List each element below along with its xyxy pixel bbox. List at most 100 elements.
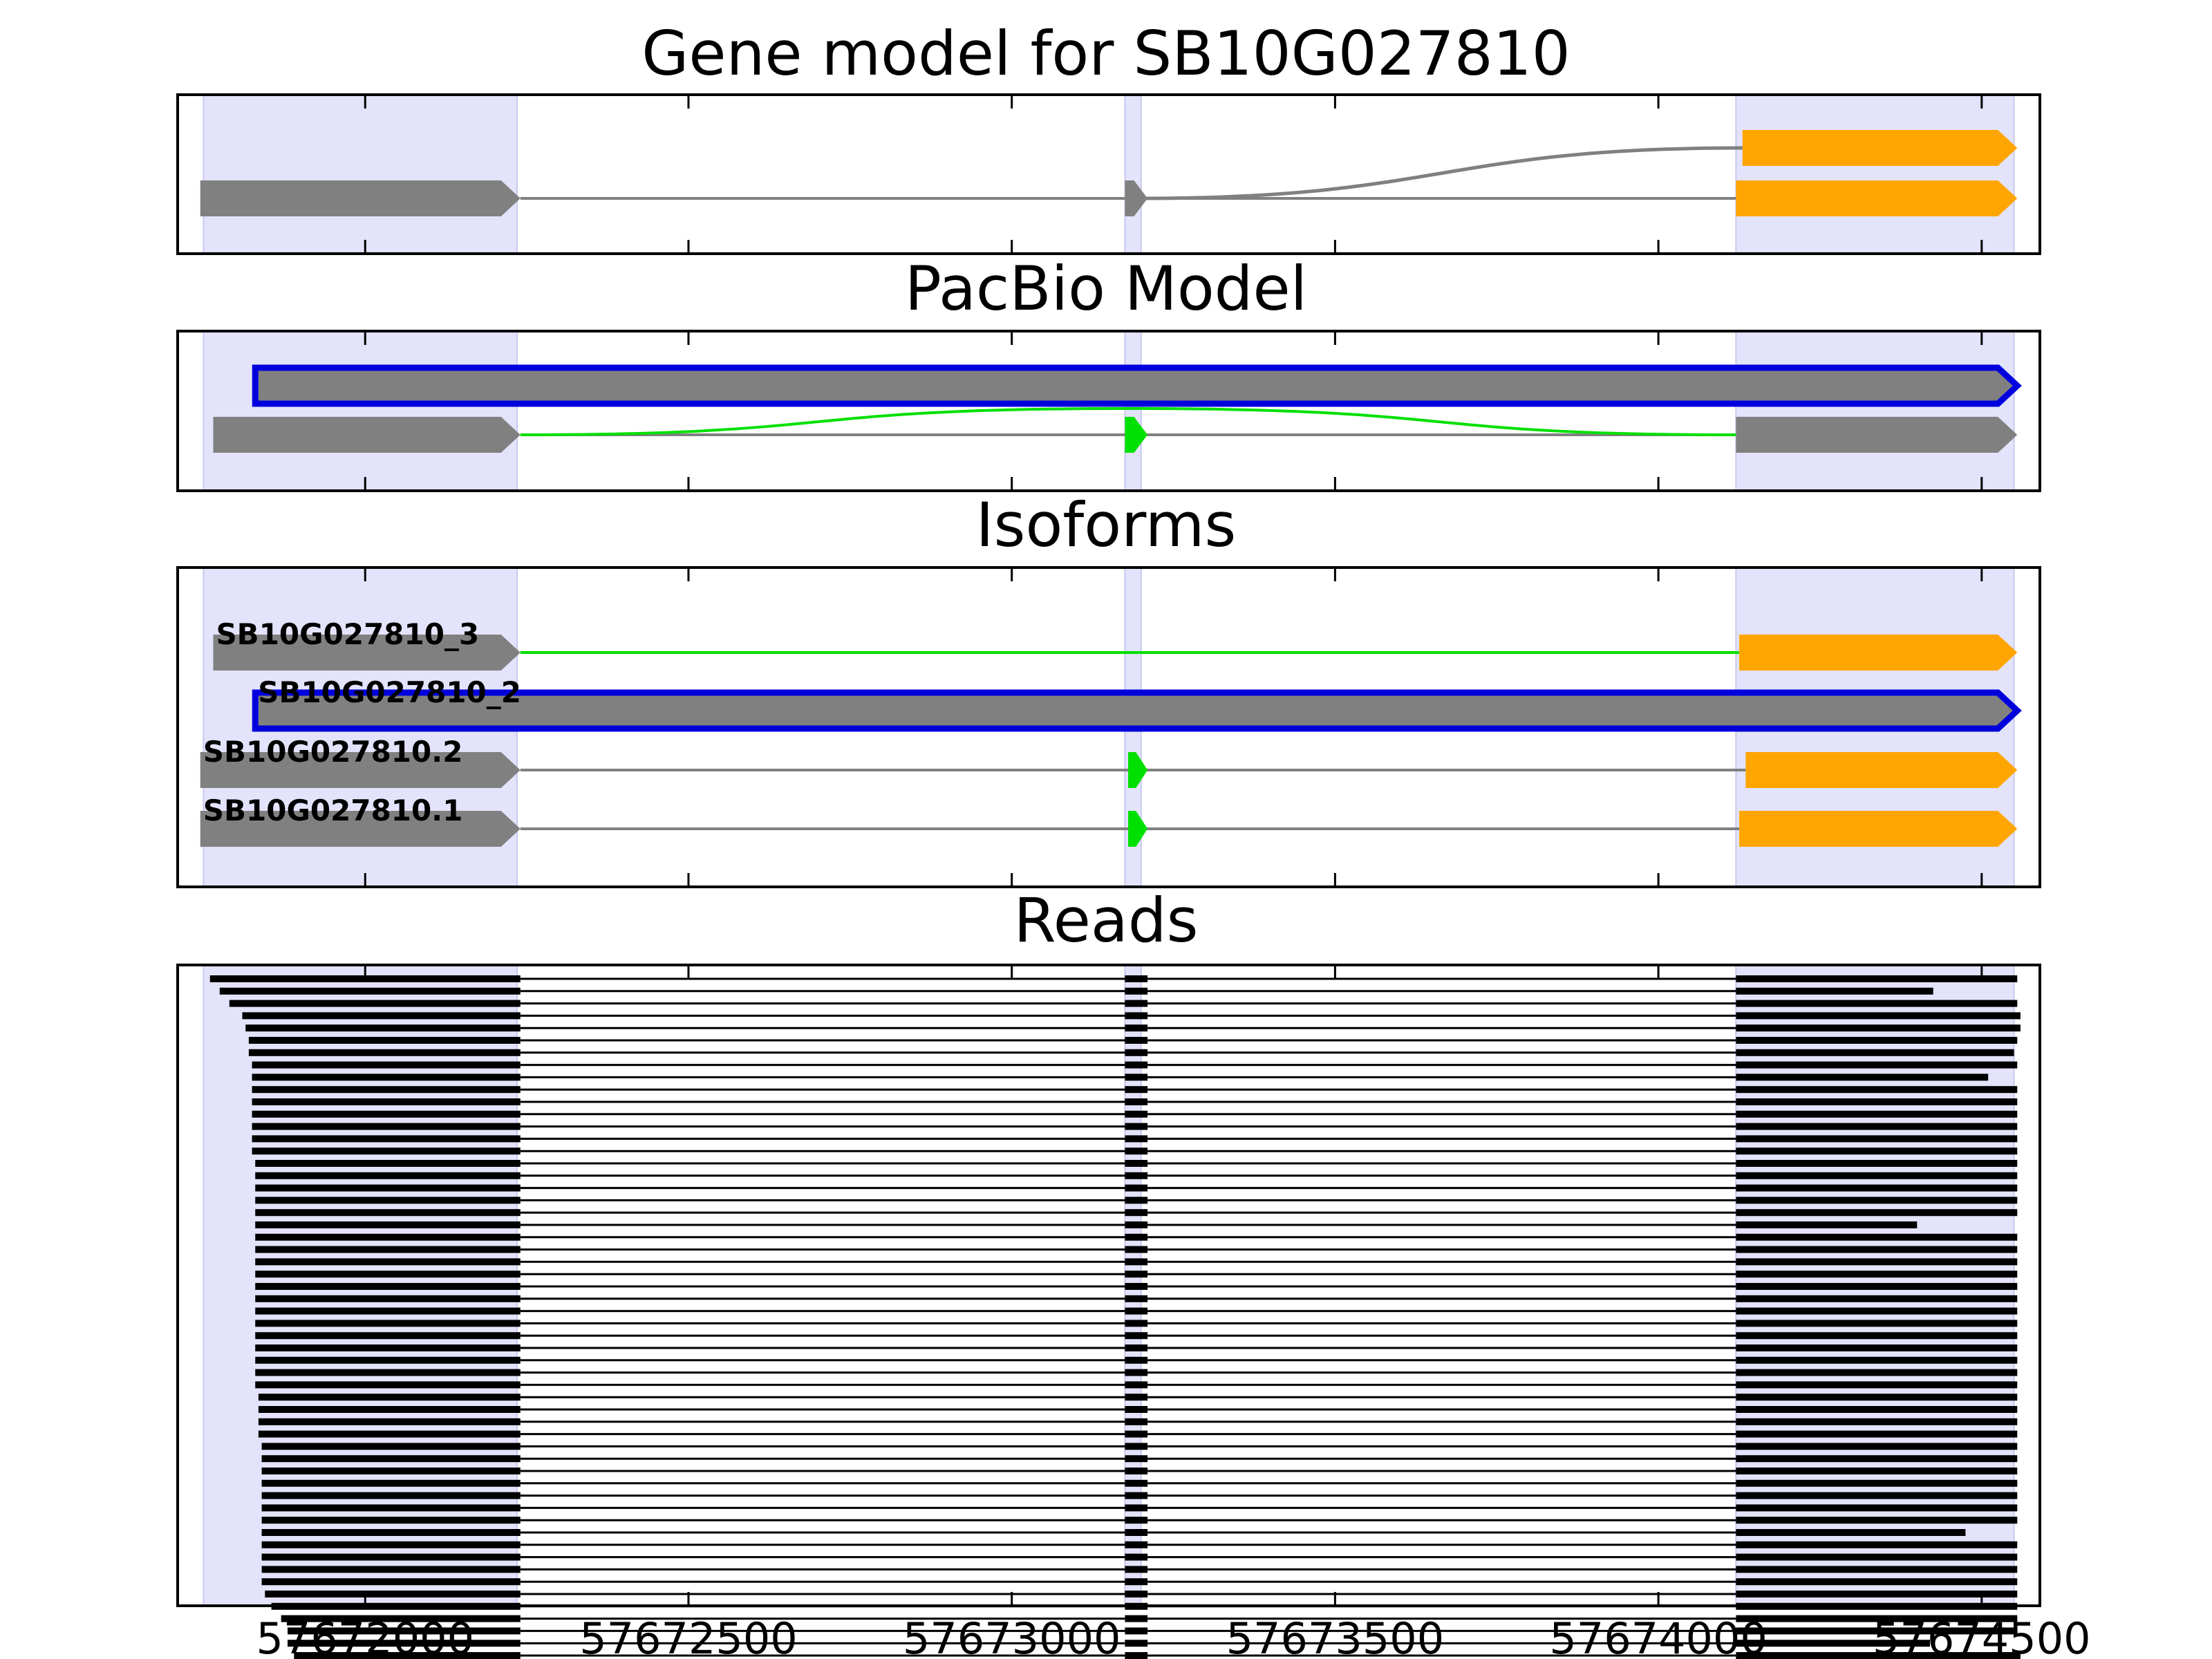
read-exon [1736,1098,2018,1105]
exon [1742,130,2018,166]
read-exon [1736,1344,2018,1351]
read-exon [1125,1394,1148,1401]
read-exon [1125,1566,1148,1573]
read-exon [1125,1037,1148,1044]
panel-title-isoforms: Isoforms [976,489,1237,561]
read-exon [1125,1184,1148,1192]
read-exon [255,1307,521,1315]
read-exon [1125,1197,1148,1204]
read-exon [261,1479,521,1487]
read-exon [1736,1160,2018,1167]
read-exon [1125,1061,1148,1069]
isoform-label: SB10G027810_2 [258,675,521,709]
read-exon [255,1160,521,1167]
read-exon [1736,1258,2018,1266]
read-exon [1736,1271,2018,1278]
read-exon [1125,1086,1148,1094]
read-exon [255,1233,521,1241]
panel-frame [176,566,2041,888]
read-exon [1736,975,2018,982]
read-exon [1125,1652,1148,1659]
panel-pacbio [176,330,2041,492]
exon [1739,811,2018,847]
exon [1736,417,2018,453]
read-exon [1125,1320,1148,1327]
intron-junction [1141,146,1743,200]
exon [1128,811,1148,847]
read-exon [1125,1049,1148,1056]
read-exon [1736,1283,2018,1290]
read-exon [255,1246,521,1253]
read-exon [1736,1529,1966,1536]
read-exon [281,1615,521,1622]
read-exon [1125,1172,1148,1179]
exon [1128,752,1148,788]
read-exon [1736,1517,2018,1524]
read-exon [1736,1246,2018,1253]
panel-frame [176,330,2041,492]
highlight-region [203,94,518,254]
read-exon [255,1344,521,1351]
read-exon [1125,1135,1148,1143]
read-exon [1736,1455,2018,1463]
read-exon [258,1418,521,1425]
read-exon [258,1430,521,1438]
read-exon [1125,1381,1148,1389]
read-exon [1736,1061,2018,1069]
exon [1736,180,2018,216]
read-exon [261,1529,521,1536]
read-exon [1736,1418,2018,1425]
x-tick-label: 57674000 [1549,1613,1768,1659]
read-exon [1125,1578,1148,1586]
read-exon [1736,1172,2018,1179]
read-exon [261,1553,521,1561]
read-exon [255,1295,521,1302]
read-exon [1125,1443,1148,1450]
read-exon [1125,1283,1148,1290]
isoform-label: SB10G027810.2 [203,735,463,769]
read-exon [255,1209,521,1217]
read-exon [1736,1504,2018,1512]
read-exon [1125,1541,1148,1548]
read-exon [261,1443,521,1450]
read-exon [1125,1553,1148,1561]
read-exon [1736,1406,2018,1413]
exon [200,811,521,847]
read-exon [1736,987,1933,995]
panel-title-gene-model: Gene model for SB10G027810 [641,18,1571,89]
read-exon [261,1578,521,1586]
read-exon [1736,1233,2018,1241]
pacbio-transcript [252,689,2022,732]
read-exon [1125,1344,1148,1351]
read-exon [1736,1443,2018,1450]
read-exon [1736,1110,2018,1118]
read-exon [1736,1037,2018,1044]
read-exon [255,1381,521,1389]
read-exon [1125,1074,1148,1081]
read-exon [1125,1209,1148,1217]
read-exon [1125,1246,1148,1253]
read-exon [1736,1184,2018,1192]
read-exon [1125,1332,1148,1340]
read-exon [1736,1553,2018,1561]
read-exon [1736,1652,2021,1659]
read-exon [255,1172,521,1179]
exon [1745,752,2018,788]
read-exon [1125,1012,1148,1020]
read-exon [242,1012,521,1020]
read-exon [1736,1578,2018,1586]
read-exon [1736,1332,2018,1340]
read-exon [255,1332,521,1340]
read-exon [1736,1591,2018,1597]
panel-isoforms: SB10G027810_3 SB10G027810_2 SB10G027810.2 S… [176,566,2041,888]
read-exon [219,987,521,995]
read-exon [1125,1098,1148,1105]
read-exon [255,1320,521,1327]
read-exon [1125,1591,1148,1597]
read-exon [255,1221,521,1228]
read-exon [1125,1147,1148,1155]
read-exon [1736,1320,2018,1327]
read-exon [1125,1479,1148,1487]
panel-frame [176,93,2041,255]
exon [1125,180,1148,216]
